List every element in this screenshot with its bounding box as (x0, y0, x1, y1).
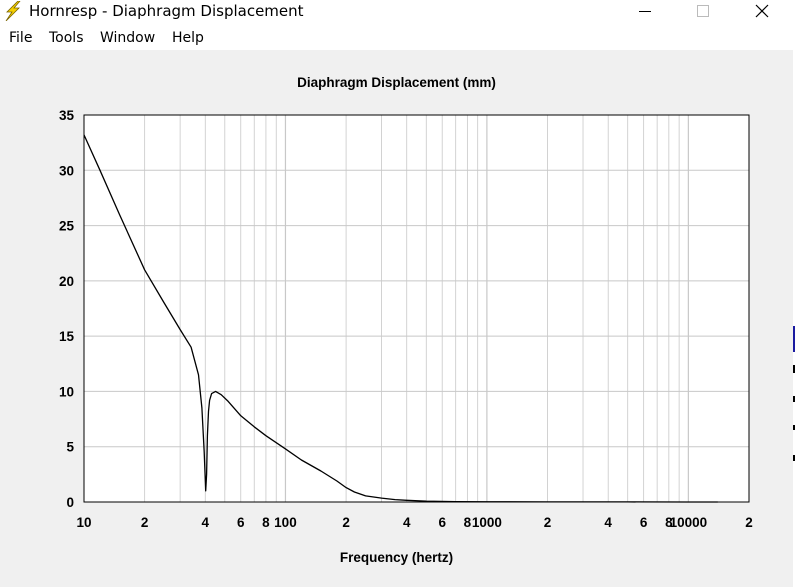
edge-mark (793, 425, 795, 430)
x-tick-label: 6 (438, 515, 446, 530)
x-tick-label: 2 (342, 515, 350, 530)
x-tick-label: 10000 (670, 515, 708, 530)
x-axis-title: Frequency (hertz) (339, 550, 454, 565)
y-tick-label: 10 (59, 384, 74, 399)
x-tick-label: 2 (544, 515, 552, 530)
close-icon (755, 4, 769, 18)
x-tick-label: 100 (274, 515, 297, 530)
edge-mark (793, 365, 795, 373)
x-tick-label: 8 (262, 515, 270, 530)
x-tick-label: 4 (604, 515, 612, 530)
x-tick-label: 8 (464, 515, 472, 530)
x-tick-label: 4 (403, 515, 411, 530)
minimize-button[interactable] (622, 0, 668, 22)
maximize-button[interactable] (680, 0, 726, 22)
chart-title: Diaphragm Displacement (mm) (297, 75, 496, 90)
menu-file[interactable]: File (9, 30, 33, 46)
menu-help[interactable]: Help (172, 30, 204, 46)
y-tick-label: 5 (66, 440, 74, 455)
plot-frame (83, 114, 750, 503)
lightning-bolt-icon (5, 1, 21, 21)
y-tick-label: 15 (59, 329, 75, 344)
x-tick-label: 4 (202, 515, 210, 530)
maximize-icon (697, 5, 709, 17)
y-tick-label: 0 (66, 495, 74, 510)
edge-mark (793, 455, 795, 461)
y-tick-label: 20 (59, 274, 74, 289)
x-tick-label: 1000 (472, 515, 502, 530)
x-tick-label: 10 (76, 515, 91, 530)
y-tick-label: 30 (59, 163, 74, 178)
window-edge (793, 0, 795, 587)
menu-window[interactable]: Window (100, 30, 156, 46)
window-title: Hornresp - Diaphragm Displacement (29, 2, 304, 20)
x-tick-label: 6 (640, 515, 648, 530)
displacement-series-line (83, 134, 718, 503)
close-button[interactable] (739, 0, 785, 22)
x-tick-label: 2 (141, 515, 149, 530)
edge-mark (793, 326, 795, 352)
x-tick-label: 8 (665, 515, 673, 530)
y-tick-label: 25 (59, 219, 75, 234)
minimize-icon (639, 11, 651, 12)
title-bar: Hornresp - Diaphragm Displacement (0, 0, 795, 24)
x-tick-label: 2 (745, 515, 753, 530)
plot-area (84, 115, 749, 502)
y-tick-label: 35 (59, 108, 75, 123)
menu-bar: File Tools Window Help (0, 26, 795, 50)
edge-mark (793, 396, 795, 402)
menu-tools[interactable]: Tools (49, 30, 84, 46)
x-tick-label: 6 (237, 515, 245, 530)
